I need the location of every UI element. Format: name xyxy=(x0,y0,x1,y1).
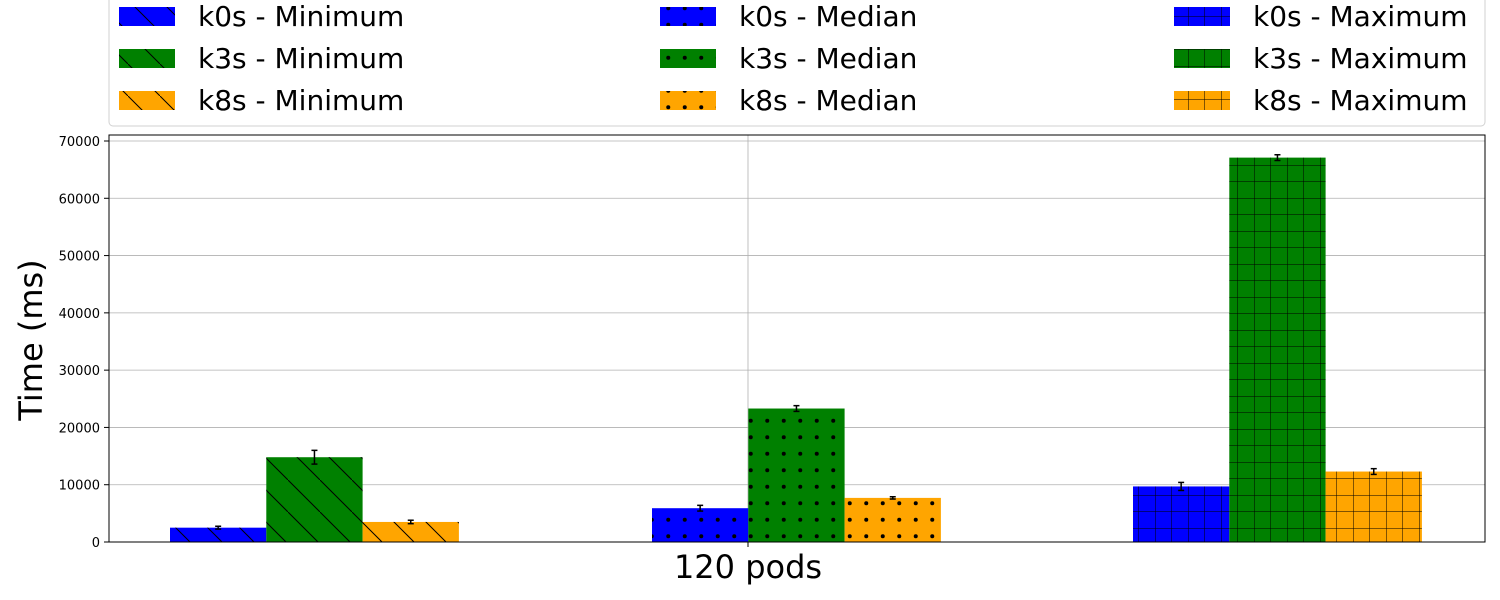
y-tick-label: 50000 xyxy=(59,250,100,265)
legend-swatch-hatch xyxy=(119,7,175,26)
y-tick-label: 0 xyxy=(92,536,100,551)
bar-hatch xyxy=(1325,471,1422,542)
legend-frame xyxy=(108,0,1486,127)
bar-hatch xyxy=(362,521,459,542)
legend-label: k3s - Median xyxy=(739,42,917,75)
bar-hatch xyxy=(844,497,941,542)
legend-label: k3s - Minimum xyxy=(198,42,404,75)
bar-hatch xyxy=(266,457,363,542)
y-tick-label: 10000 xyxy=(59,479,100,494)
bar-hatch xyxy=(170,527,267,542)
plot-frame xyxy=(108,134,1486,543)
legend-label: k8s - Median xyxy=(739,84,917,117)
legend-swatch-hatch xyxy=(660,91,716,110)
y-tick-label: 60000 xyxy=(59,192,100,207)
legend-label: k0s - Minimum xyxy=(198,0,404,33)
legend-swatch-hatch xyxy=(119,91,175,110)
legend-swatch-hatch xyxy=(1174,91,1230,110)
y-tick-label: 40000 xyxy=(59,307,100,322)
legend-label: k0s - Median xyxy=(739,0,917,33)
legend-label: k8s - Maximum xyxy=(1253,84,1467,117)
legend-swatch-hatch xyxy=(119,49,175,68)
bar-hatch xyxy=(1229,157,1326,542)
legend-swatch-hatch xyxy=(660,7,716,26)
bar-hatch xyxy=(1133,486,1230,542)
y-tick-label: 70000 xyxy=(59,135,100,150)
legend: k0s - Minimum k3s - Minimum k8s - Minimum k… xyxy=(108,0,1486,127)
legend-label: k0s - Maximum xyxy=(1253,0,1467,33)
y-tick-label: 30000 xyxy=(59,364,100,379)
legend-swatch-hatch xyxy=(1174,49,1230,68)
bars xyxy=(170,157,1422,542)
bar-hatch xyxy=(652,508,749,542)
bar-hatch xyxy=(748,408,845,542)
y-tick-label: 20000 xyxy=(59,421,100,436)
error-bars xyxy=(215,153,1377,530)
legend-swatch-hatch xyxy=(1174,7,1230,26)
y-axis-label: Time (ms) xyxy=(12,259,50,421)
legend-label: k8s - Minimum xyxy=(198,84,404,117)
legend-label: k3s - Maximum xyxy=(1253,42,1467,75)
legend-swatch-hatch xyxy=(660,49,716,68)
x-axis-label: 120 pods xyxy=(674,548,822,586)
y-axis: 0 10000 20000 30000 40000 50000 60000 70000 xyxy=(59,135,749,551)
